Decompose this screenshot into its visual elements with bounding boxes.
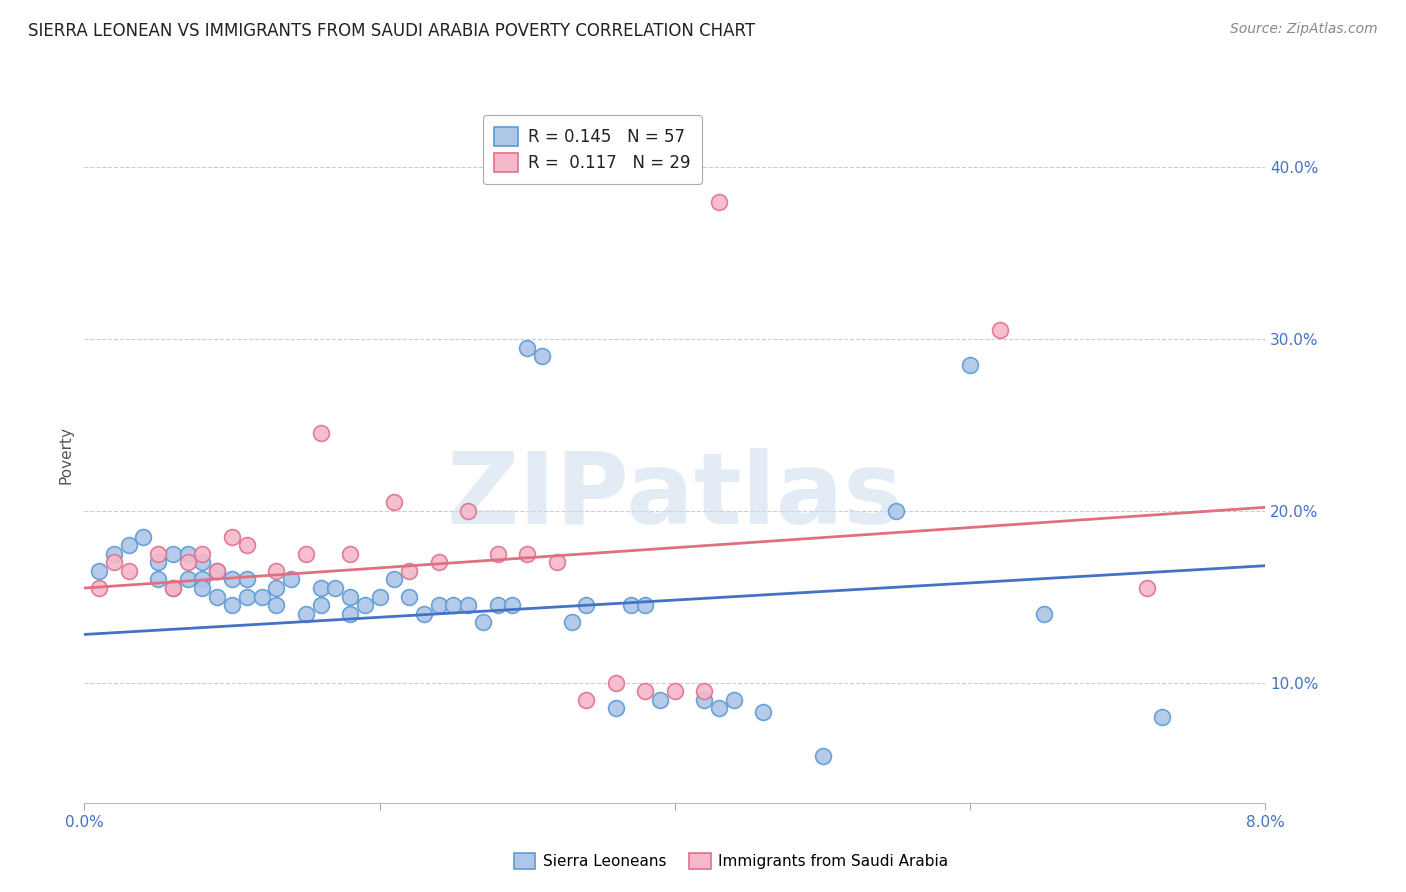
Point (516, 341, 538, 355)
Point (886, 504, 908, 518)
Point (752, 705, 775, 719)
Y-axis label: Poverty: Poverty (58, 425, 73, 484)
Text: ZIPatlas: ZIPatlas (447, 448, 903, 545)
Point (575, 599, 598, 613)
Point (619, 599, 641, 613)
Point (235, 573, 259, 587)
Point (398, 590, 420, 604)
Point (382, 573, 406, 587)
Point (1032, 607, 1054, 621)
Point (191, 555, 214, 569)
Point (264, 581, 288, 595)
Point (634, 599, 657, 613)
Point (191, 547, 214, 561)
Point (354, 599, 377, 613)
Point (148, 555, 170, 569)
Point (693, 692, 716, 706)
Point (959, 358, 981, 372)
Point (457, 599, 479, 613)
Point (148, 547, 170, 561)
Point (605, 701, 627, 715)
Point (264, 599, 288, 613)
Point (118, 538, 141, 552)
Point (648, 692, 672, 706)
Point (103, 547, 125, 561)
Point (723, 692, 745, 706)
Point (1150, 710, 1173, 724)
Point (205, 590, 228, 604)
Point (205, 564, 228, 578)
Point (87, 564, 111, 578)
Point (811, 749, 834, 764)
Point (309, 599, 332, 613)
Point (280, 573, 302, 587)
Point (205, 564, 228, 578)
Point (221, 599, 243, 613)
Point (486, 599, 509, 613)
Point (221, 529, 243, 543)
Point (309, 426, 332, 441)
Point (148, 573, 170, 587)
Point (162, 581, 184, 595)
Point (250, 590, 273, 604)
Point (709, 194, 731, 209)
Point (235, 590, 259, 604)
Point (295, 607, 318, 621)
Point (339, 590, 361, 604)
Legend: Sierra Leoneans, Immigrants from Saudi Arabia: Sierra Leoneans, Immigrants from Saudi A… (508, 847, 955, 875)
Point (427, 599, 450, 613)
Point (457, 504, 479, 518)
Point (398, 564, 420, 578)
Point (132, 529, 155, 543)
Point (264, 564, 288, 578)
Point (339, 547, 361, 561)
Point (1136, 581, 1159, 595)
Point (531, 349, 554, 363)
Point (323, 581, 347, 595)
Point (162, 547, 184, 561)
Point (709, 701, 731, 715)
Point (191, 573, 214, 587)
Point (162, 581, 184, 595)
Point (988, 323, 1011, 337)
Point (546, 555, 568, 569)
Point (605, 675, 627, 690)
Point (177, 547, 200, 561)
Point (575, 692, 598, 706)
Point (177, 573, 200, 587)
Point (177, 555, 200, 569)
Point (560, 615, 583, 630)
Point (501, 599, 523, 613)
Point (382, 495, 406, 509)
Point (118, 564, 141, 578)
Point (664, 684, 686, 698)
Legend: R = 0.145   N = 57, R =  0.117   N = 29: R = 0.145 N = 57, R = 0.117 N = 29 (482, 115, 702, 184)
Point (368, 590, 391, 604)
Point (472, 615, 495, 630)
Point (191, 581, 214, 595)
Point (103, 555, 125, 569)
Point (87, 581, 111, 595)
Point (516, 547, 538, 561)
Point (486, 547, 509, 561)
Point (693, 684, 716, 698)
Text: SIERRA LEONEAN VS IMMIGRANTS FROM SAUDI ARABIA POVERTY CORRELATION CHART: SIERRA LEONEAN VS IMMIGRANTS FROM SAUDI … (28, 22, 755, 40)
Point (339, 607, 361, 621)
Point (295, 547, 318, 561)
Point (235, 538, 259, 552)
Point (221, 573, 243, 587)
Point (413, 607, 436, 621)
Point (443, 599, 465, 613)
Point (634, 684, 657, 698)
Text: Source: ZipAtlas.com: Source: ZipAtlas.com (1230, 22, 1378, 37)
Point (309, 581, 332, 595)
Point (427, 555, 450, 569)
